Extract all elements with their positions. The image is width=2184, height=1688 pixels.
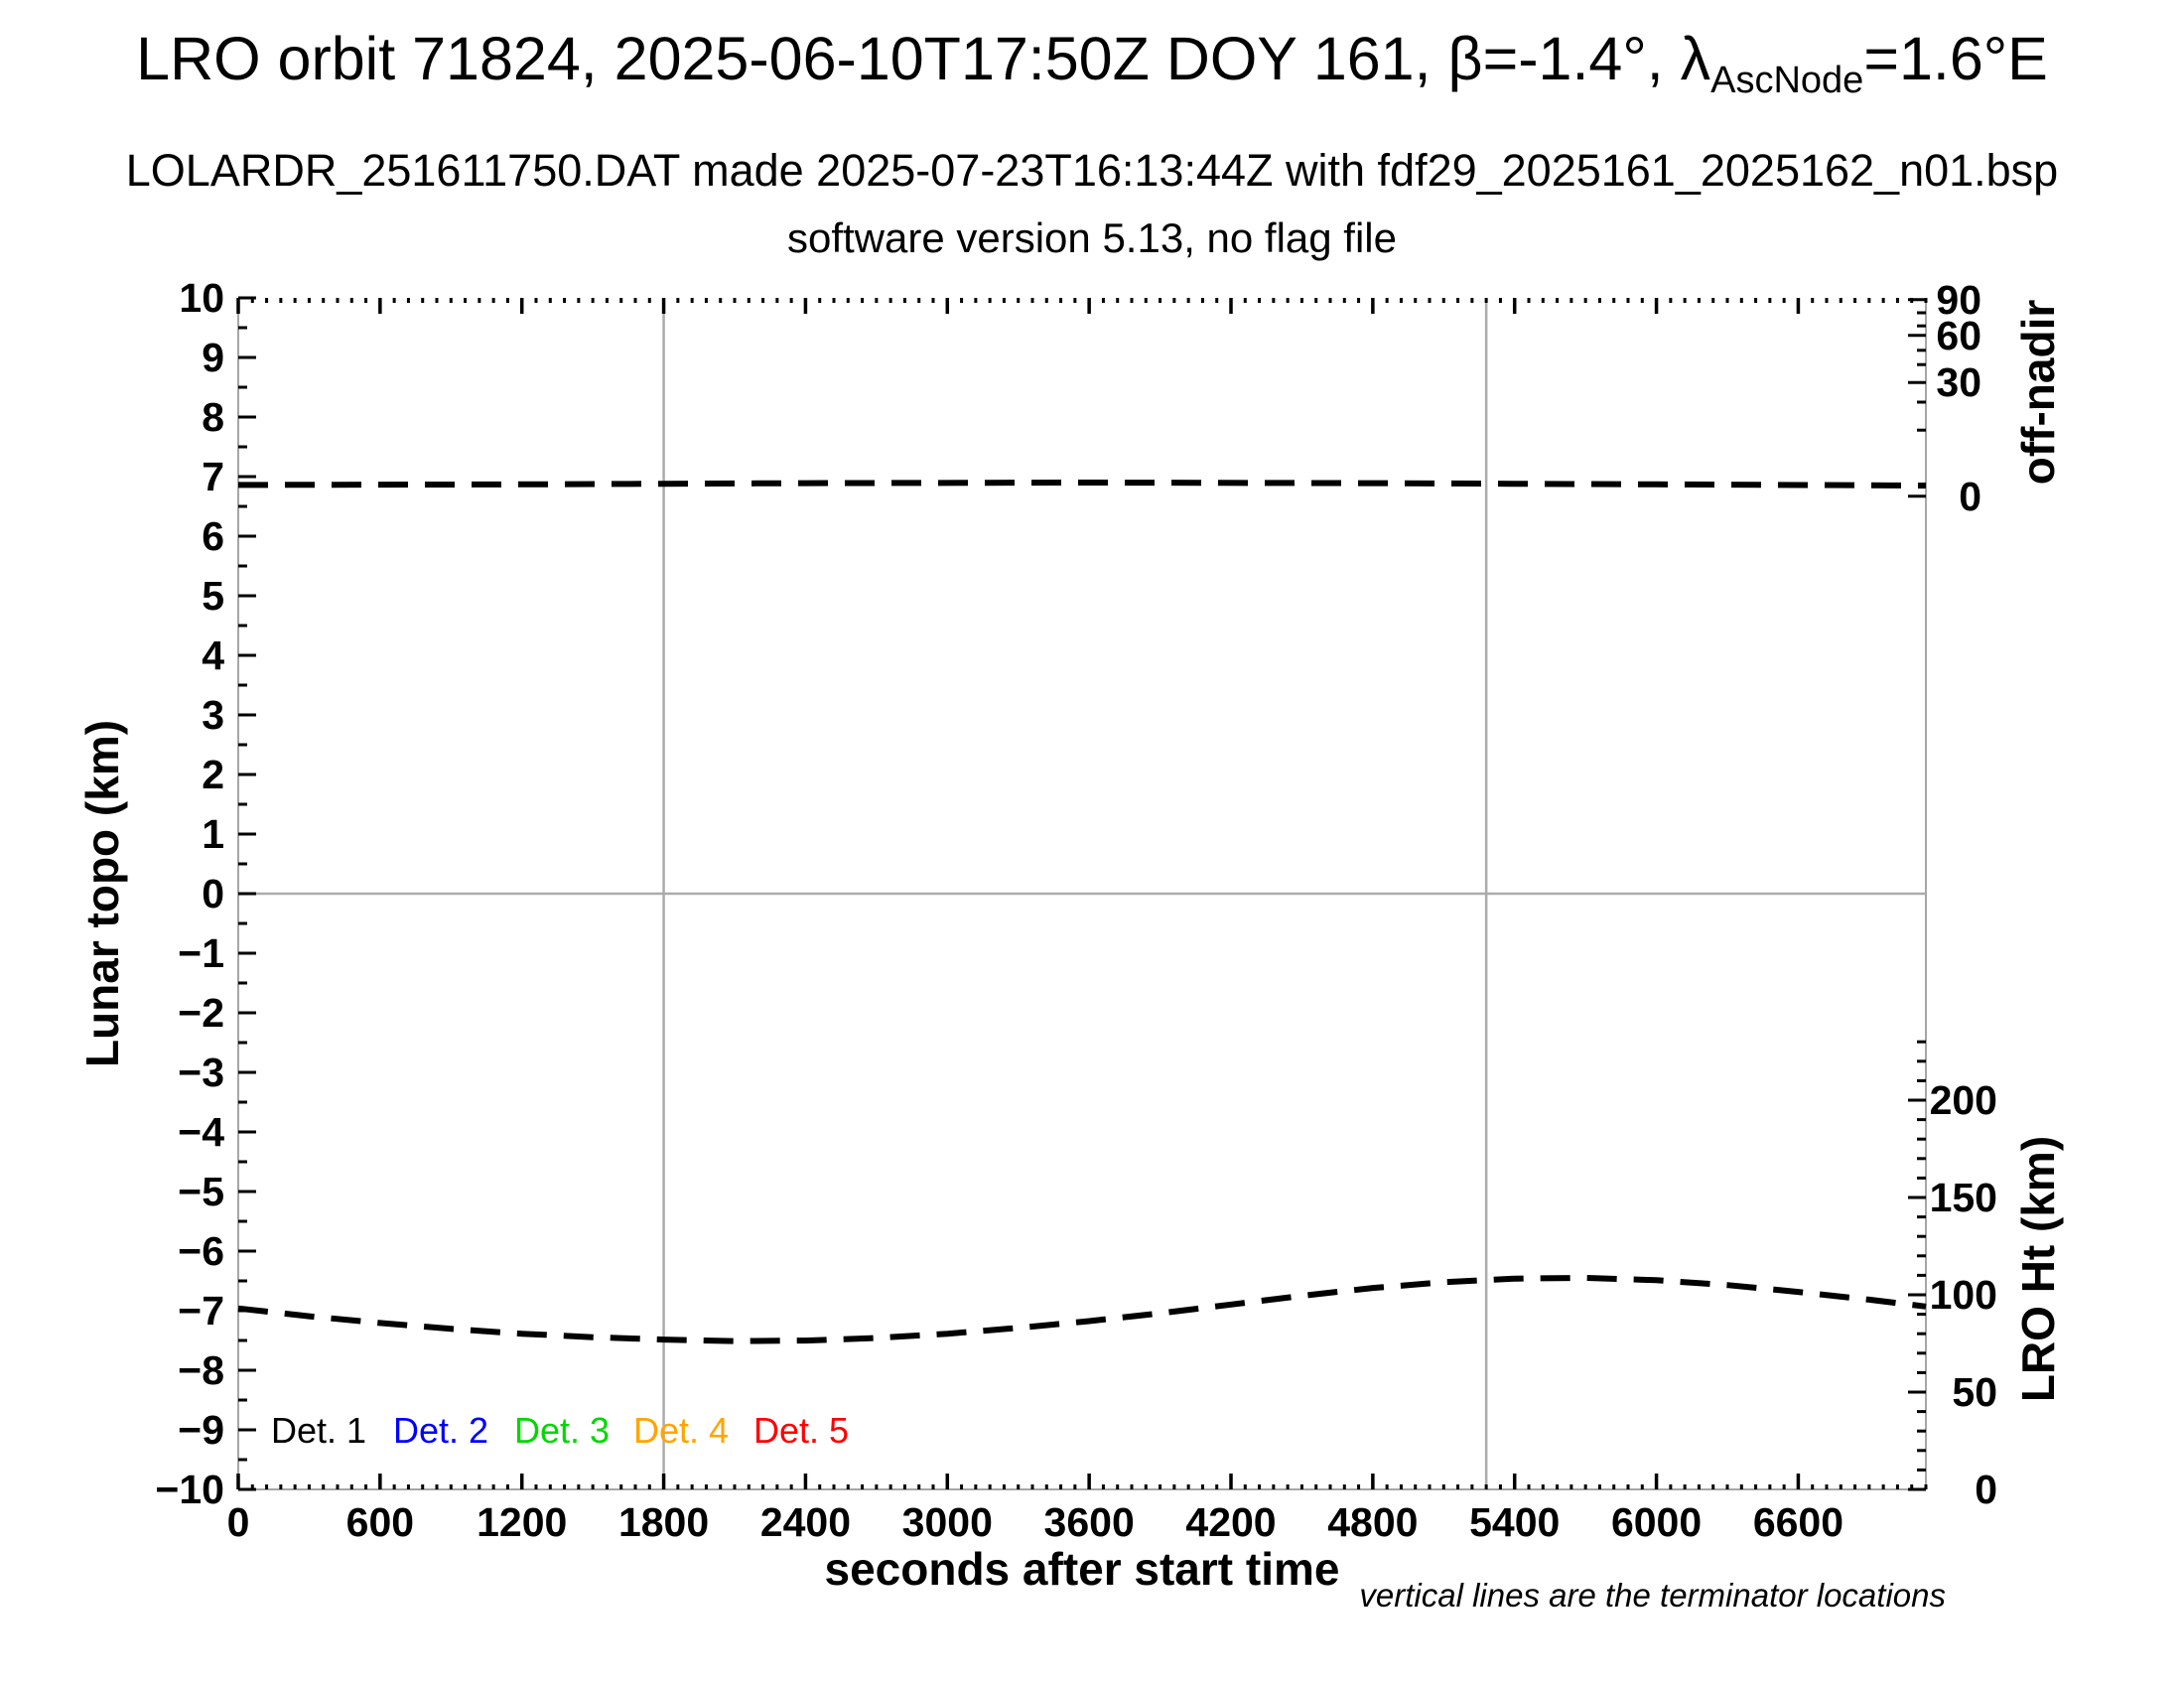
left-axis-title: Lunar topo (km): [76, 719, 128, 1068]
svg-text:600: 600: [346, 1499, 414, 1545]
svg-text:100: 100: [1930, 1272, 1997, 1318]
svg-text:5: 5: [202, 573, 224, 619]
svg-text:0: 0: [1959, 474, 1981, 519]
series-lro-height: [237, 1274, 1927, 1344]
svg-text:9: 9: [202, 335, 224, 380]
svg-text:3: 3: [202, 692, 224, 738]
lro-height-axis-title: LRO Ht (km): [2012, 1135, 2064, 1403]
svg-text:−6: −6: [178, 1228, 224, 1274]
svg-text:0: 0: [227, 1499, 250, 1545]
svg-text:60: 60: [1936, 313, 1981, 358]
svg-text:150: 150: [1930, 1175, 1997, 1220]
svg-text:−10: −10: [155, 1467, 224, 1512]
x-axis-title: seconds after start time: [824, 1543, 1340, 1595]
plot-version-note: software version 5.13, no flag file: [786, 214, 1397, 261]
svg-text:−9: −9: [178, 1407, 224, 1453]
svg-text:90: 90: [1936, 277, 1981, 323]
svg-text:3600: 3600: [1044, 1499, 1135, 1545]
svg-text:6000: 6000: [1611, 1499, 1702, 1545]
legend-item-3: Det. 3: [514, 1410, 611, 1451]
legend-item-4: Det. 4: [633, 1410, 730, 1451]
svg-text:−4: −4: [178, 1109, 224, 1155]
svg-text:2: 2: [202, 752, 224, 797]
legend-item-1: Det. 1: [271, 1410, 367, 1451]
svg-text:4200: 4200: [1185, 1499, 1276, 1545]
svg-text:1800: 1800: [618, 1499, 709, 1545]
title-prefix: LRO orbit 71824, 2025-06-10T17:50Z DOY 1…: [136, 25, 1711, 92]
svg-text:−1: −1: [178, 930, 224, 976]
svg-text:0: 0: [1975, 1467, 1997, 1512]
plot-title: LRO orbit 71824, 2025-06-10T17:50Z DOY 1…: [0, 24, 2184, 102]
svg-text:6: 6: [202, 513, 224, 559]
svg-text:−3: −3: [178, 1050, 224, 1095]
title-suffix: =1.6°E: [1863, 25, 2048, 92]
svg-text:−7: −7: [178, 1288, 224, 1334]
svg-text:50: 50: [1952, 1369, 1997, 1415]
svg-text:8: 8: [202, 394, 224, 440]
svg-text:4800: 4800: [1327, 1499, 1418, 1545]
off-nadir-axis-title: off-nadir: [2012, 299, 2064, 486]
svg-text:10: 10: [179, 275, 224, 321]
svg-text:1: 1: [202, 811, 224, 857]
svg-text:200: 200: [1930, 1077, 1997, 1123]
legend-item-5: Det. 5: [753, 1410, 850, 1451]
reference-lines: [238, 298, 1926, 1489]
svg-text:30: 30: [1936, 359, 1981, 405]
svg-text:−5: −5: [178, 1169, 224, 1214]
svg-text:6600: 6600: [1753, 1499, 1843, 1545]
svg-text:3000: 3000: [902, 1499, 993, 1545]
svg-text:0: 0: [202, 871, 224, 916]
tick-labels: 0 600 1200 1800 2400 3000 3600 4200 4800 5400 6000…: [155, 275, 1997, 1545]
plot-subtitle: LOLARDR_251611750.DAT made 2025-07-23T16…: [125, 145, 2059, 196]
svg-text:4: 4: [202, 633, 224, 678]
svg-text:2400: 2400: [760, 1499, 851, 1545]
svg-text:1200: 1200: [477, 1499, 567, 1545]
title-subscript: AscNode: [1710, 60, 1864, 102]
svg-text:−8: −8: [178, 1347, 224, 1393]
svg-text:7: 7: [202, 454, 224, 499]
svg-text:−2: −2: [178, 990, 224, 1036]
terminator-footnote: vertical lines are the terminator locati…: [1359, 1577, 1946, 1614]
legend-item-2: Det. 2: [393, 1410, 489, 1451]
svg-text:5400: 5400: [1469, 1499, 1560, 1545]
series-off-nadir: [237, 479, 1927, 489]
axis-ticks: [236, 296, 1928, 1491]
